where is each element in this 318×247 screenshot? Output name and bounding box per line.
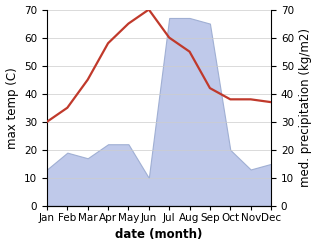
Y-axis label: med. precipitation (kg/m2): med. precipitation (kg/m2) bbox=[300, 28, 313, 187]
Y-axis label: max temp (C): max temp (C) bbox=[5, 67, 18, 149]
X-axis label: date (month): date (month) bbox=[115, 228, 203, 242]
